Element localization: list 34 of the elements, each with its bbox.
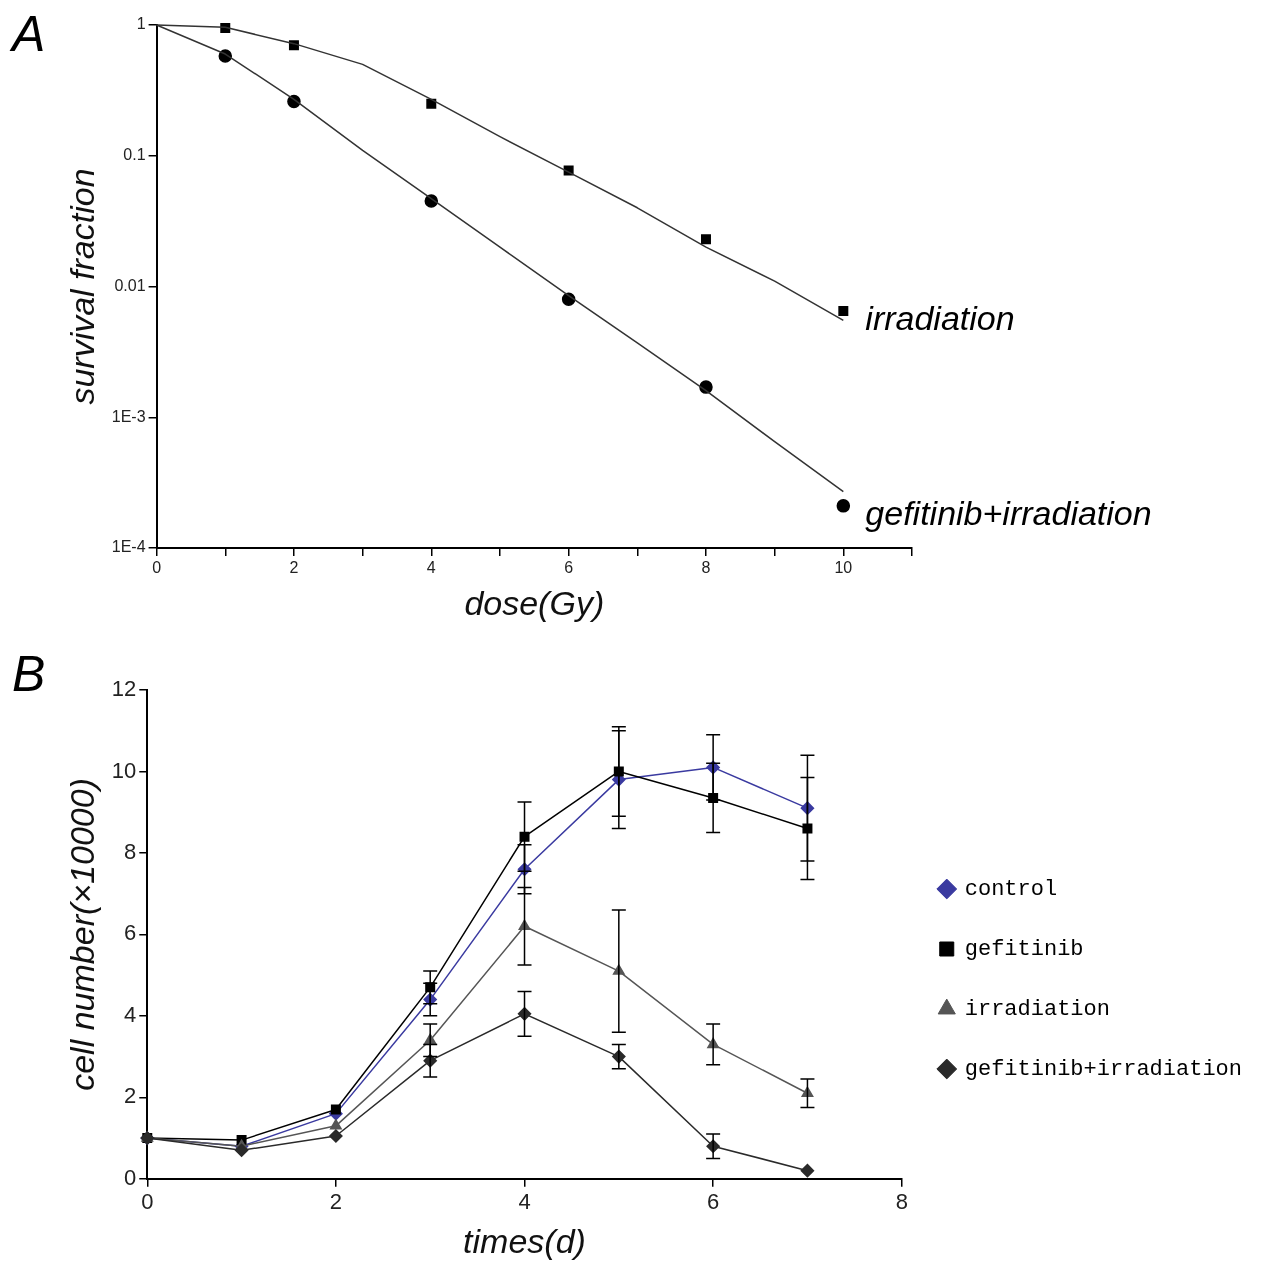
y-tick-label: 10: [111, 757, 137, 783]
text: A: [9, 5, 46, 62]
legend-label: irradiation: [964, 996, 1110, 1022]
y-axis-title: survival fraction: [62, 168, 101, 405]
y-tick-label: 1E-3: [111, 407, 146, 425]
x-tick-label: 4: [426, 559, 436, 577]
legend-label: control: [964, 876, 1058, 902]
series-label: gefitinib+irradiation: [865, 494, 1152, 533]
x-tick-label: 2: [289, 559, 299, 577]
x-tick-label: 4: [518, 1189, 531, 1215]
x-tick-label: 6: [707, 1189, 720, 1215]
y-tick-label: 0: [124, 1164, 137, 1190]
y-tick-label: 0.01: [114, 276, 146, 294]
y-tick-label: 1: [136, 15, 146, 33]
y-tick-label: 2: [124, 1083, 137, 1109]
y-tick-label: 6: [124, 920, 137, 946]
y-axis-title: cell number(×10000): [62, 778, 101, 1091]
series-label: irradiation: [865, 299, 1015, 338]
y-tick-label: 1E-4: [111, 538, 146, 556]
x-tick-label: 2: [329, 1189, 343, 1215]
x-tick-label: 8: [895, 1189, 908, 1215]
x-tick-label: 10: [834, 559, 853, 577]
legend-label: gefitinib+irradiation: [964, 1056, 1242, 1082]
legend-label: gefitinib: [964, 936, 1084, 962]
y-tick-label: 12: [111, 676, 137, 702]
y-tick-label: 0.1: [123, 146, 146, 164]
x-axis-title: dose(Gy): [464, 584, 605, 623]
x-axis-title: times(d): [463, 1222, 586, 1261]
y-tick-label: 4: [124, 1001, 137, 1027]
text: B: [12, 645, 46, 702]
x-tick-label: 0: [152, 559, 162, 577]
x-tick-label: 6: [564, 559, 574, 577]
x-tick-label: 8: [701, 559, 711, 577]
y-tick-label: 8: [124, 839, 137, 864]
